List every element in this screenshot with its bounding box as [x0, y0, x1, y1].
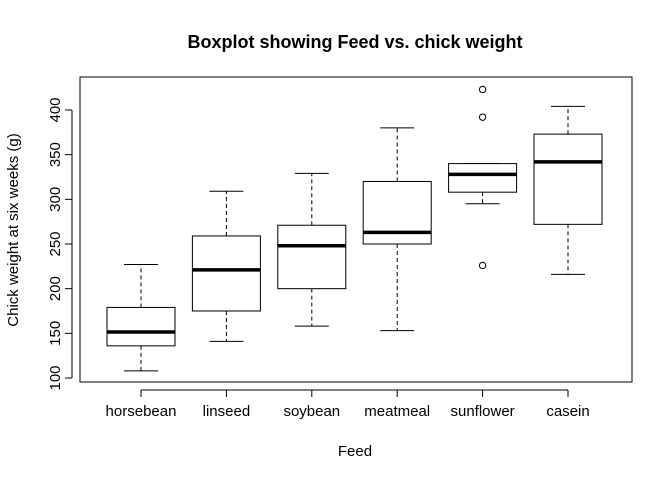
iqr-box: [533, 133, 603, 225]
x-tick-label: horsebean: [106, 403, 177, 420]
y-tick-label: 150: [47, 321, 64, 346]
x-tick-label: soybean: [283, 403, 340, 420]
iqr-box: [106, 306, 176, 347]
boxes-layer: [106, 85, 603, 372]
y-tick-label: 350: [47, 142, 64, 167]
box-soybean: [277, 172, 347, 327]
x-axis-label: Feed: [338, 443, 372, 460]
plot-area-frame: [79, 76, 633, 383]
outlier-point: [478, 85, 487, 94]
x-tick-label: casein: [546, 403, 589, 420]
outlier-point: [478, 261, 487, 270]
y-tick-label: 100: [47, 365, 64, 390]
x-axis: horsebean linseed soybean meatmeal sunflower…: [106, 389, 590, 420]
iqr-box: [277, 224, 347, 290]
iqr-box: [191, 235, 261, 312]
y-axis-label: Chick weight at six weeks (g): [5, 133, 22, 326]
iqr-box: [362, 180, 432, 245]
box-horsebean: [106, 264, 176, 372]
box-linseed: [191, 190, 261, 342]
y-tick-label: 200: [47, 276, 64, 301]
x-tick-label: meatmeal: [364, 403, 430, 420]
box-sunflower: [448, 85, 518, 270]
x-tick-label: linseed: [203, 403, 251, 420]
box-meatmeal: [362, 127, 432, 332]
y-tick-label: 400: [47, 97, 64, 122]
y-tick-label: 250: [47, 231, 64, 256]
outlier-point: [478, 113, 487, 121]
x-tick-label: sunflower: [450, 403, 514, 420]
y-tick-label: 300: [47, 187, 64, 212]
box-casein: [533, 105, 603, 275]
y-axis: 100 150 200 250 300 350 400: [47, 97, 73, 391]
iqr-box: [448, 163, 518, 193]
chart-title: Boxplot showing Feed vs. chick weight: [187, 32, 522, 52]
